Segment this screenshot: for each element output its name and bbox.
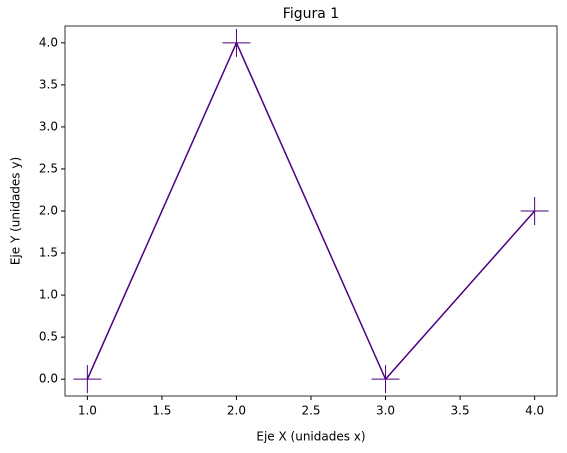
y-tick-label: 4.0 bbox=[39, 35, 58, 49]
y-axis-label: Eje Y (unidades y) bbox=[9, 157, 23, 265]
y-tick-label: 1.0 bbox=[39, 288, 58, 302]
marker bbox=[520, 197, 549, 225]
line bbox=[86, 40, 536, 381]
marker bbox=[222, 28, 251, 57]
x-axis-label: Eje X (unidades x) bbox=[256, 430, 365, 444]
marker bbox=[371, 365, 400, 394]
x-tick-label: 3.0 bbox=[376, 404, 395, 418]
chart-title: Figura 1 bbox=[283, 6, 339, 22]
y-tick-label: 2.0 bbox=[39, 204, 58, 218]
x-tick-label: 2.0 bbox=[227, 404, 246, 418]
marker bbox=[73, 365, 102, 394]
y-tick-label: 1.5 bbox=[39, 246, 58, 260]
y-tick-label: 0.0 bbox=[39, 372, 58, 386]
x-tick-label: 2.5 bbox=[301, 404, 320, 418]
y-tick-label: 3.0 bbox=[39, 119, 58, 133]
y-tick-label: 0.5 bbox=[39, 330, 58, 344]
x-tick-label: 1.5 bbox=[152, 404, 171, 418]
y-tick-label: 3.5 bbox=[39, 77, 58, 91]
x-tick-label: 3.5 bbox=[451, 404, 470, 418]
x-tick-label: 4.0 bbox=[525, 404, 544, 418]
y-tick-label: 2.5 bbox=[39, 161, 58, 175]
plot-frame bbox=[64, 25, 558, 397]
x-tick-label: 1.0 bbox=[78, 404, 97, 418]
